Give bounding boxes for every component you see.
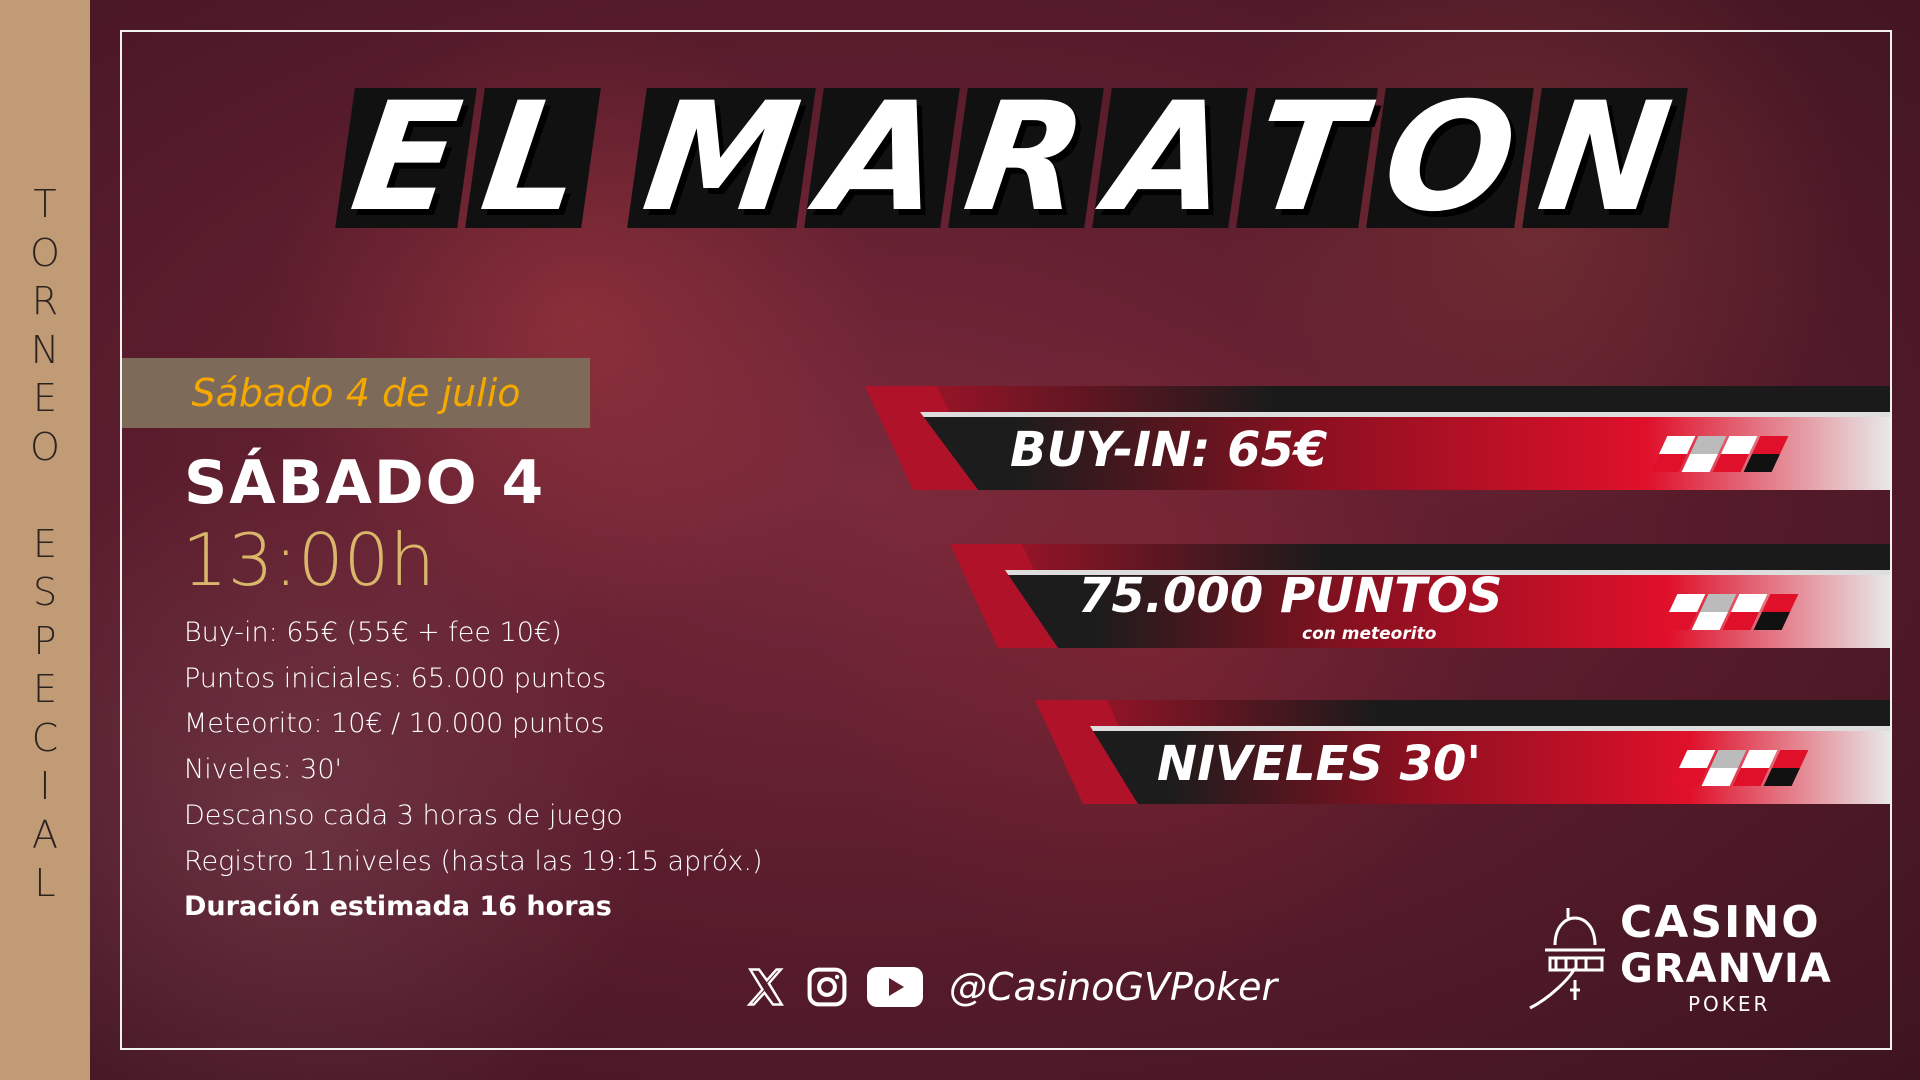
title-letter: T bbox=[1236, 71, 1379, 245]
info-line: Meteorito: 10€ / 10.000 puntos bbox=[184, 708, 605, 740]
logo-line3: POKER bbox=[1688, 992, 1771, 1016]
info-line-duration: Duración estimada 16 horas bbox=[184, 891, 612, 923]
event-day: SÁBADO 4 bbox=[184, 448, 546, 518]
side-label-letter: E bbox=[32, 521, 57, 566]
x-icon[interactable] bbox=[745, 966, 787, 1008]
side-strip bbox=[0, 0, 90, 1080]
title-letter: O bbox=[1366, 71, 1534, 245]
side-label-letter: N bbox=[30, 327, 60, 372]
title-letter: E bbox=[335, 71, 478, 245]
event-time: 13:00h bbox=[182, 518, 436, 602]
side-label-letter: C bbox=[31, 715, 59, 760]
social-bar: @CasinoGVPoker bbox=[745, 965, 1277, 1009]
title-letter: A bbox=[804, 71, 961, 245]
side-label-letter: O bbox=[30, 424, 60, 469]
side-label-letter: R bbox=[31, 279, 59, 323]
side-label-letter: I bbox=[39, 764, 51, 808]
ribbon-label: NIVELES 30' bbox=[1157, 736, 1482, 792]
side-label-letter: T bbox=[33, 182, 57, 226]
logo-line1: CASINO bbox=[1620, 897, 1821, 948]
info-list: Buy-in: 65€ (55€ + fee 10€) Puntos inici… bbox=[184, 610, 762, 930]
info-line: Registro 11niveles (hasta las 19:15 apró… bbox=[184, 845, 763, 877]
side-label-letter: E bbox=[32, 667, 57, 711]
title-letter: R bbox=[948, 71, 1104, 245]
title-letter: A bbox=[1092, 71, 1248, 245]
side-label-letter: E bbox=[32, 376, 57, 420]
casino-dome-icon bbox=[1529, 908, 1605, 1010]
logo-line2: GRANVIA bbox=[1620, 946, 1832, 992]
ribbon-sublabel: con meteorito bbox=[1302, 624, 1437, 644]
frame-border bbox=[120, 30, 1892, 1050]
youtube-icon[interactable] bbox=[867, 966, 923, 1008]
casino-logo: CASINO GRANVIA POKER bbox=[1520, 900, 1840, 1020]
info-line: Descanso cada 3 horas de juego bbox=[184, 799, 623, 831]
side-label-letter: P bbox=[33, 618, 57, 663]
ribbon-puntos: 75.000 PUNTOS con meteorito bbox=[950, 544, 1890, 648]
info-line: Buy-in: 65€ (55€ + fee 10€) bbox=[184, 617, 562, 648]
instagram-icon[interactable] bbox=[805, 965, 849, 1009]
title-letter: N bbox=[1522, 71, 1688, 245]
social-handle[interactable]: @CasinoGVPoker bbox=[949, 965, 1278, 1009]
title-letter: L bbox=[465, 71, 601, 245]
ribbon-niveles: NIVELES 30' bbox=[1035, 700, 1890, 804]
checkered-flag-icon bbox=[1660, 594, 1799, 630]
ribbon-label: BUY-IN: 65€ bbox=[1010, 422, 1328, 478]
info-line: Puntos iniciales: 65.000 puntos bbox=[184, 662, 607, 694]
date-banner: Sábado 4 de julio bbox=[122, 358, 590, 428]
side-label-letter bbox=[39, 471, 51, 520]
ribbon-label: 75.000 PUNTOS bbox=[1078, 568, 1503, 624]
title-letter: M bbox=[627, 71, 817, 245]
side-label-letter: S bbox=[32, 570, 58, 614]
info-line: Niveles: 30' bbox=[184, 754, 342, 786]
side-label-letter: O bbox=[30, 230, 60, 275]
ribbon-buyin: BUY-IN: 65€ bbox=[865, 386, 1890, 490]
side-label-letter: A bbox=[32, 812, 58, 857]
checkered-flag-icon bbox=[1670, 750, 1809, 786]
side-label-letter: L bbox=[34, 861, 56, 905]
checkered-flag-icon bbox=[1650, 436, 1789, 472]
